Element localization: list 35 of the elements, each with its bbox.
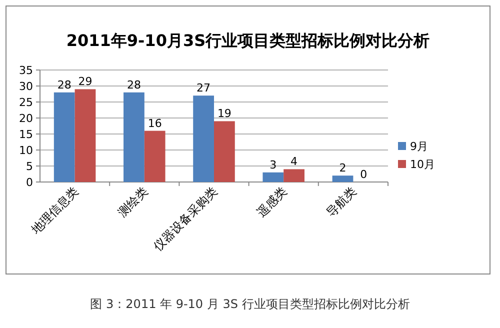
bar — [284, 169, 304, 182]
data-label: 2 — [339, 162, 346, 175]
y-tick-label: 15 — [19, 128, 33, 141]
data-label: 4 — [290, 155, 298, 168]
x-tick-label: 遥感类 — [254, 184, 290, 220]
y-tick-label: 30 — [19, 80, 33, 93]
x-tick-label: 导航类 — [324, 184, 360, 220]
x-tick-label: 测绘类 — [115, 184, 151, 220]
bar — [144, 130, 166, 182]
bar — [74, 89, 96, 182]
y-tick-label: 5 — [26, 160, 33, 173]
bar — [332, 176, 354, 182]
y-tick-label: 0 — [26, 176, 33, 189]
data-label: 0 — [360, 168, 368, 181]
data-label: 27 — [196, 82, 211, 95]
bar — [214, 121, 235, 182]
y-tick-label: 20 — [19, 112, 33, 125]
legend-label: 9月 — [410, 140, 428, 153]
y-tick-label: 10 — [19, 144, 33, 157]
y-tick-label: 35 — [19, 64, 33, 77]
data-label: 28 — [126, 78, 141, 92]
bar — [54, 92, 75, 182]
bar — [124, 92, 144, 182]
x-tick-label: 仪器设备采购类 — [150, 184, 220, 254]
data-label: 28 — [57, 78, 72, 92]
y-tick-label: 25 — [19, 96, 33, 109]
caption: 图 3：2011 年 9-10 月 3S 行业项目类型招标比例对比分析 — [90, 297, 410, 311]
legend-label: 10月 — [410, 158, 435, 171]
data-label: 29 — [78, 75, 92, 88]
data-label: 3 — [270, 158, 277, 172]
bar — [262, 172, 284, 182]
chart-title: 2011年9-10月3S行业项目类型招标比例对比分析 — [66, 31, 430, 50]
data-label: 19 — [217, 107, 232, 120]
bar — [193, 96, 214, 182]
data-label: 16 — [148, 116, 162, 130]
